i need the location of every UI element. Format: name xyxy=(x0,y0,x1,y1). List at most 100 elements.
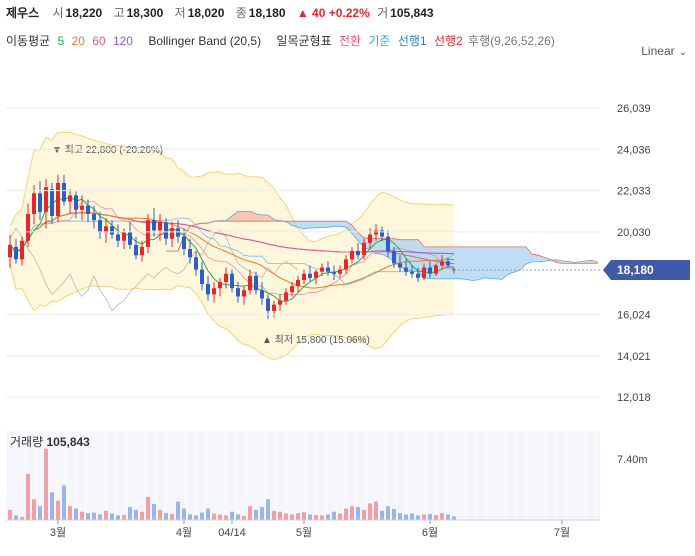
quote-header: 제우스 시 18,220 고 18,300 저 18,020 종 18,180 ▲ 40… xyxy=(6,4,442,22)
ichimoku-cloud-segment xyxy=(484,246,490,279)
candlestick xyxy=(146,213,150,254)
candle-body xyxy=(428,267,432,274)
ichimoku-cloud-segment xyxy=(352,225,358,241)
candle-body xyxy=(188,249,192,258)
volume-pane[interactable]: 거래량 105,843 xyxy=(5,430,600,520)
candlestick xyxy=(350,246,354,264)
volume-bar xyxy=(302,512,306,520)
volume-bar xyxy=(296,513,300,520)
volume-label: 거 xyxy=(377,6,389,20)
low-label: 저 xyxy=(174,6,186,20)
candlestick xyxy=(374,224,378,241)
volume-bar xyxy=(140,511,144,520)
scale-selector[interactable]: Linear ⌄ xyxy=(641,44,687,58)
volume-bar xyxy=(440,513,444,520)
ichimoku-conversion-label: 전환 xyxy=(338,34,362,48)
high-value: 18,300 xyxy=(126,6,164,20)
y-tick-label: 22,033 xyxy=(617,186,651,198)
volume-bar xyxy=(158,509,162,520)
x-tick-label: 7월 xyxy=(554,526,570,539)
candlestick xyxy=(278,294,282,311)
ichimoku-base-line xyxy=(10,217,455,286)
ma-label: 이동평균 xyxy=(6,34,51,48)
close-value: 18,180 xyxy=(248,6,286,20)
volume-bar xyxy=(422,514,426,520)
candle-body xyxy=(386,236,390,252)
ichimoku-cloud-segment xyxy=(520,246,526,271)
candle-body xyxy=(86,205,90,214)
bollinger-lower-line xyxy=(9,263,455,361)
volume-bar xyxy=(254,509,258,520)
price-pane[interactable]: ▼ 최고 22,800 (-20.26%)▲ 최저 15,800 (15.06%… xyxy=(6,84,600,414)
candlestick xyxy=(428,261,432,278)
ichimoku-cloud-segment xyxy=(334,221,340,227)
candle-body xyxy=(194,257,198,270)
volume-bar xyxy=(182,508,186,520)
candle-body xyxy=(380,230,384,237)
volume-bar xyxy=(218,514,222,520)
bollinger-upper-line xyxy=(9,131,455,243)
candle-body xyxy=(122,232,126,241)
volume-bar xyxy=(8,509,12,520)
indicator-legend[interactable]: 이동평균 5 20 60 120 Bollinger Band (20,5) 일… xyxy=(6,32,559,49)
bollinger-label: Bollinger Band (20,5) xyxy=(148,34,262,48)
volume-bar xyxy=(380,510,384,520)
ichimoku-cloud-segment xyxy=(262,214,268,222)
ma120-label: 120 xyxy=(112,34,133,48)
candle-body xyxy=(68,195,72,202)
x-tick-label: 04/14 xyxy=(218,527,246,539)
candlestick xyxy=(212,282,216,303)
candlestick xyxy=(410,265,414,278)
candlestick xyxy=(404,259,408,276)
ma20-line xyxy=(9,211,455,289)
candlestick xyxy=(170,222,174,247)
candle-body xyxy=(446,261,450,266)
candle-body xyxy=(8,244,12,258)
candle-body xyxy=(206,284,210,295)
scale-mode-label: Linear xyxy=(641,44,675,58)
candlestick xyxy=(326,261,330,276)
ichimoku-lead1-label: 선행1 xyxy=(397,34,427,48)
candle-body xyxy=(260,290,264,299)
candlestick xyxy=(188,238,192,264)
volume-bar xyxy=(44,448,48,520)
x-tick-label: 5월 xyxy=(296,526,312,539)
volume-bar xyxy=(404,514,408,520)
candlestick xyxy=(158,213,162,241)
change-value: ▲ 40 +0.22% xyxy=(296,6,370,20)
candle-body xyxy=(38,193,42,212)
candle-body xyxy=(302,273,306,280)
volume-bar xyxy=(230,511,234,520)
y-tick-label: 16,024 xyxy=(617,310,651,322)
volume-bar xyxy=(104,510,108,520)
ichimoku-cloud-segment xyxy=(526,246,532,264)
stock-name: 제우스 xyxy=(6,6,40,20)
candle-body xyxy=(344,259,348,270)
ichimoku-cloud-segment xyxy=(466,246,472,281)
y-tick-label: 20,030 xyxy=(617,227,651,239)
candle-body xyxy=(182,236,186,249)
ichimoku-cloud-segment xyxy=(532,254,538,262)
candle-body xyxy=(26,213,30,241)
candle-body xyxy=(224,273,228,282)
ichimoku-cloud-segment xyxy=(298,221,304,229)
x-tick-label: 3월 xyxy=(50,526,66,539)
candlestick xyxy=(92,205,96,229)
candle-body xyxy=(176,228,180,237)
candle-body xyxy=(314,271,318,278)
y-tick-label: 12,018 xyxy=(617,392,651,404)
volume-pane-background xyxy=(6,430,600,520)
candle-body xyxy=(62,183,66,202)
candle-body xyxy=(356,251,360,256)
candle-body xyxy=(218,282,222,289)
candle-body xyxy=(392,251,396,264)
candlestick xyxy=(182,228,186,256)
volume-bar xyxy=(266,499,270,520)
last-price-label: 18,180 xyxy=(617,263,654,277)
volume-bar xyxy=(374,501,378,520)
volume-bar xyxy=(392,508,396,520)
volume-bar xyxy=(116,515,120,520)
candlestick xyxy=(200,261,204,291)
high-label: 고 xyxy=(113,6,125,20)
